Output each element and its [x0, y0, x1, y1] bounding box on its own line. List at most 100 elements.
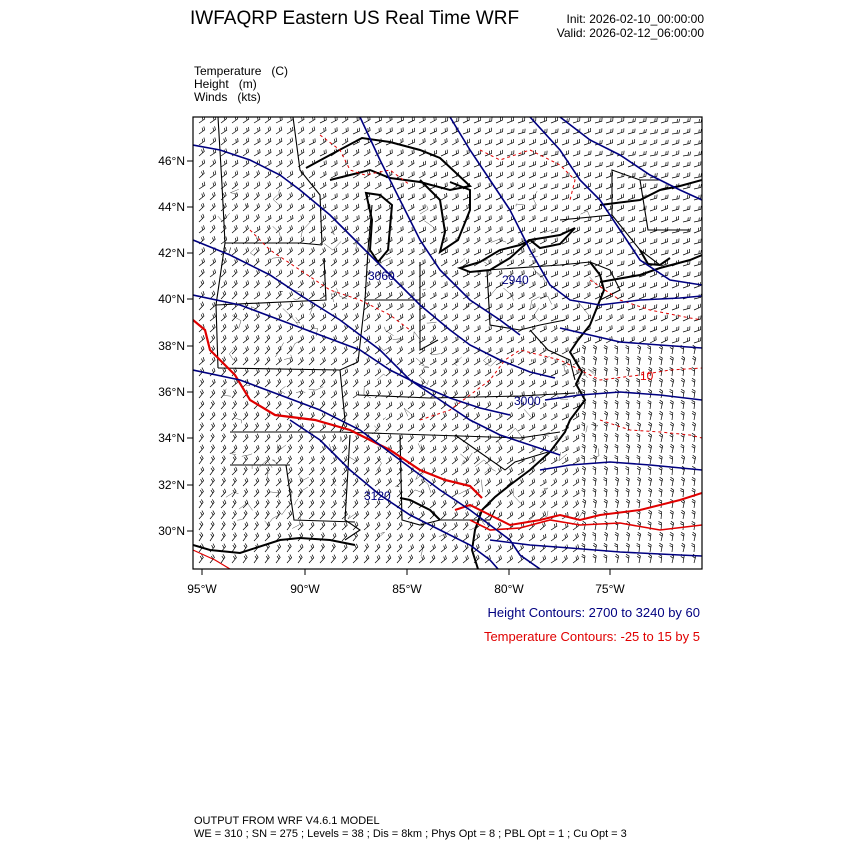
wind-barb [308, 499, 315, 509]
wind-barb [209, 280, 216, 289]
wind-barb [286, 455, 292, 465]
wind-barb [253, 138, 261, 146]
wind-barb [209, 356, 216, 366]
wind-barb [638, 325, 646, 333]
wind-barb [264, 433, 271, 443]
wind-barb [330, 510, 337, 520]
wind-barb [528, 281, 536, 289]
wind-barb [220, 312, 227, 322]
wind-barb [242, 356, 249, 366]
wind-barb [647, 377, 652, 388]
wind-barb [506, 138, 514, 146]
wind-barb [418, 357, 426, 366]
wind-barb [385, 346, 392, 355]
wind-barb [616, 204, 624, 212]
wind-barb [451, 258, 459, 267]
wind-barb [319, 357, 326, 366]
wind-barb [374, 127, 382, 135]
wind-barb [429, 422, 436, 432]
wind-barb [593, 443, 598, 454]
wind-barb [539, 357, 547, 366]
wind-barb [582, 498, 587, 509]
wind-barb [220, 334, 227, 344]
wind-barb [440, 412, 447, 421]
wind-barb [308, 378, 315, 388]
wind-barb [341, 455, 348, 465]
wind-barb [561, 336, 569, 344]
wind-barb [561, 204, 569, 212]
wind-barb [572, 205, 581, 212]
wind-barb [680, 377, 685, 388]
wind-barb [198, 279, 205, 289]
wind-barb [572, 489, 580, 498]
wind-barb [297, 499, 304, 509]
wind-barb [319, 521, 326, 531]
wind-barb [440, 357, 448, 366]
wind-barb [231, 356, 238, 366]
wind-barb [462, 302, 470, 311]
wind-barb [583, 281, 591, 289]
wind-barb [462, 128, 470, 135]
wind-barb [561, 183, 570, 190]
wind-barb [638, 150, 647, 157]
wind-barb [484, 423, 492, 432]
wind-barb [297, 521, 304, 531]
wind-barb [636, 410, 641, 421]
wind-barb [374, 335, 382, 344]
wind-barb [528, 511, 536, 520]
wind-barb [451, 511, 458, 520]
wind-barb [638, 139, 647, 146]
wind-barb [506, 171, 514, 179]
wind-barb [581, 443, 586, 454]
wind-barb [473, 172, 482, 179]
wind-barb [572, 347, 580, 355]
wind-barb [209, 126, 216, 135]
wind-barb [648, 487, 653, 498]
county-line [419, 205, 429, 215]
wind-barb [506, 302, 514, 311]
wind-barb [330, 171, 338, 179]
wind-barb [669, 400, 674, 410]
wind-barb [539, 302, 547, 311]
wind-barb [396, 543, 403, 553]
wind-barb [614, 432, 619, 443]
wind-barb [659, 410, 663, 421]
wind-barb [264, 378, 271, 388]
chart-title: IWFAQRP Eastern US Real Time WRF [190, 8, 520, 29]
county-line [531, 264, 542, 278]
county-line [515, 203, 526, 207]
wind-barb [220, 422, 227, 432]
wind-barb [385, 422, 392, 432]
wind-barb [550, 138, 558, 146]
wind-barb [680, 422, 685, 432]
wind-barb [682, 172, 691, 179]
wind-barb [625, 410, 630, 421]
wind-barb [374, 324, 382, 333]
wind-barb [603, 542, 608, 553]
county-line [483, 354, 491, 367]
wind-barb [418, 226, 426, 234]
county-line [438, 529, 452, 538]
wind-barb [539, 314, 547, 322]
wind-barb [352, 554, 359, 564]
wind-barb [198, 345, 205, 355]
wind-barb [220, 411, 227, 421]
wind-barb [440, 544, 447, 553]
wind-barb [220, 137, 227, 146]
wind-barb [539, 183, 548, 190]
wind-barb [275, 224, 282, 234]
wind-barb [528, 292, 536, 300]
wind-barb [506, 193, 514, 201]
wind-barb [691, 476, 696, 487]
wind-barb [517, 215, 525, 223]
wind-barb [231, 499, 237, 509]
wind-barb [396, 117, 404, 124]
wind-barb [583, 128, 591, 135]
wind-barb [253, 213, 260, 223]
wind-barb [308, 323, 315, 333]
wind-barb [625, 487, 630, 498]
wind-barb [209, 422, 216, 432]
wind-barb [286, 247, 293, 256]
wind-barb [616, 139, 625, 146]
wind-barb [517, 205, 525, 212]
